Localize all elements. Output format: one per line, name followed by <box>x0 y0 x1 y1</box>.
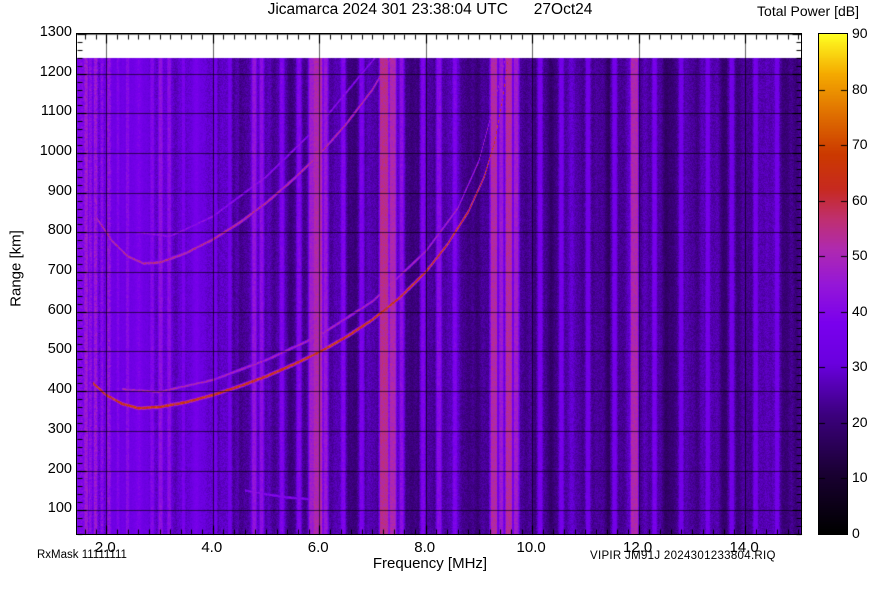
colorbar-tick-label: 70 <box>852 136 868 153</box>
y-axis-tick-labels: 100 200 300 400 500 600 700 800 900 1000 1100 1200 1… <box>0 24 72 535</box>
colorbar-tick-label: 20 <box>852 413 868 430</box>
y-tick-label: 1100 <box>40 103 72 120</box>
colorbar-tick-labels: 0 10 20 30 40 50 60 70 80 90 <box>852 25 884 541</box>
colorbar-tick-label: 60 <box>852 191 868 208</box>
y-tick-label: 700 <box>47 262 72 279</box>
y-tick-label: 600 <box>47 301 72 318</box>
x-tick-label: 10.0 <box>516 539 546 556</box>
x-tick-label: 6.0 <box>307 539 329 556</box>
colorbar-title: Total Power [dB] <box>757 3 859 19</box>
page-title: Jicamarca 2024 301 23:38:04 UTC 27Oct24 <box>267 1 593 18</box>
colorbar-tick-label: 10 <box>852 469 868 486</box>
colorbar-tick-label: 90 <box>852 25 868 41</box>
colorbar-tick-label: 80 <box>852 80 868 97</box>
y-tick-label: 100 <box>47 500 72 517</box>
y-tick-label: 800 <box>47 222 72 239</box>
y-tick-label: 900 <box>47 182 72 199</box>
y-tick-label: 300 <box>47 420 72 437</box>
y-tick-label: 200 <box>47 460 72 477</box>
ionogram-plot-area <box>76 33 802 535</box>
x-tick-label: 8.0 <box>414 539 436 556</box>
colorbar-tick-label: 40 <box>852 302 868 319</box>
x-tick-label: 12.0 <box>623 539 653 556</box>
x-tick-label: 2.0 <box>94 539 116 556</box>
ionogram-heatmap <box>77 34 801 534</box>
x-tick-label: 4.0 <box>201 539 223 556</box>
colorbar-gradient <box>819 34 847 534</box>
y-tick-label: 400 <box>47 381 72 398</box>
x-axis-tick-labels: 2.0 4.0 6.0 8.0 10.0 12.0 14.0 <box>76 539 802 561</box>
y-tick-label: 1000 <box>39 143 72 160</box>
colorbar-tick-label: 30 <box>852 358 868 375</box>
colorbar-tick-label: 50 <box>852 247 868 264</box>
y-tick-label: 1300 <box>39 24 72 40</box>
colorbar <box>818 33 848 535</box>
y-tick-label: 1200 <box>39 63 72 80</box>
colorbar-tick-label: 0 <box>852 525 860 541</box>
y-tick-label: 500 <box>47 341 72 358</box>
x-tick-label: 14.0 <box>729 539 759 556</box>
